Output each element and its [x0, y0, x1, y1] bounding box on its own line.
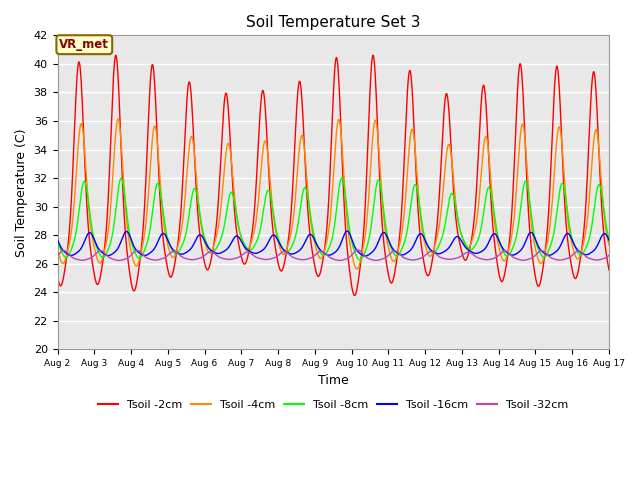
Legend: Tsoil -2cm, Tsoil -4cm, Tsoil -8cm, Tsoil -16cm, Tsoil -32cm: Tsoil -2cm, Tsoil -4cm, Tsoil -8cm, Tsoi…	[93, 396, 573, 415]
Title: Soil Temperature Set 3: Soil Temperature Set 3	[246, 15, 420, 30]
X-axis label: Time: Time	[318, 373, 349, 386]
Text: VR_met: VR_met	[60, 38, 109, 51]
Y-axis label: Soil Temperature (C): Soil Temperature (C)	[15, 128, 28, 257]
